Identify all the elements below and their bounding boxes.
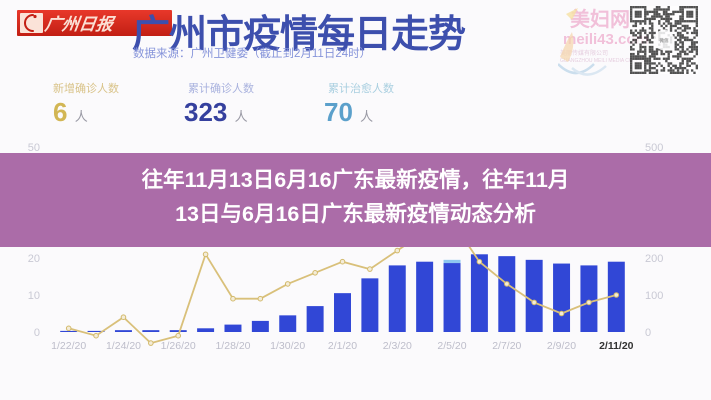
svg-text:2/1/20: 2/1/20 — [328, 340, 357, 352]
svg-text:20: 20 — [28, 253, 40, 265]
svg-text:2/7/20: 2/7/20 — [492, 340, 521, 352]
svg-text:1/26/20: 1/26/20 — [161, 340, 196, 352]
svg-text:1/24/20: 1/24/20 — [106, 340, 141, 352]
svg-text:100: 100 — [645, 290, 663, 302]
svg-text:1/22/20: 1/22/20 — [51, 340, 86, 352]
svg-text:1/28/20: 1/28/20 — [215, 340, 250, 352]
svg-text:2/9/20: 2/9/20 — [547, 340, 576, 352]
svg-text:2/11/20: 2/11/20 — [599, 340, 634, 352]
svg-text:10: 10 — [28, 290, 40, 302]
svg-text:0: 0 — [34, 327, 40, 339]
svg-text:1/30/20: 1/30/20 — [270, 340, 305, 352]
svg-text:200: 200 — [645, 253, 663, 265]
svg-text:2/3/20: 2/3/20 — [383, 340, 412, 352]
svg-text:2/5/20: 2/5/20 — [437, 340, 466, 352]
svg-text:0: 0 — [645, 327, 651, 339]
